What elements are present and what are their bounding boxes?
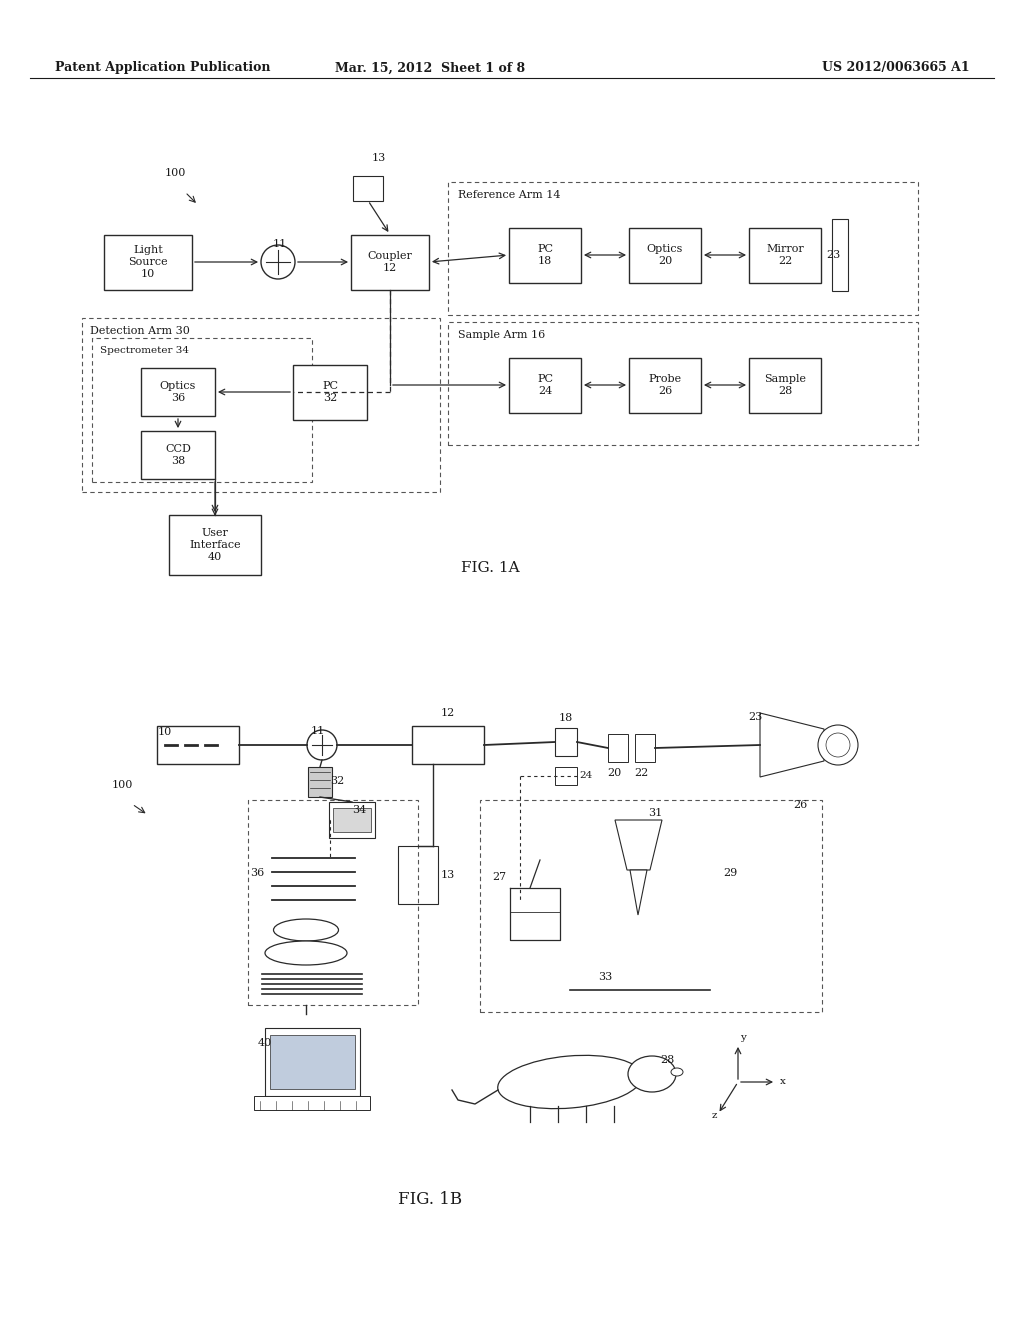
FancyBboxPatch shape (169, 515, 261, 576)
Text: 31: 31 (648, 808, 663, 818)
Text: 32: 32 (330, 776, 344, 785)
FancyBboxPatch shape (141, 368, 215, 416)
Text: 20: 20 (607, 768, 622, 777)
Bar (333, 808, 371, 832)
FancyBboxPatch shape (412, 726, 484, 764)
Text: PC
24: PC 24 (537, 374, 553, 396)
Bar (555, 767, 577, 785)
Bar (635, 734, 655, 762)
Circle shape (818, 725, 858, 766)
FancyBboxPatch shape (157, 726, 239, 764)
Text: 18: 18 (559, 713, 573, 723)
Text: Probe
26: Probe 26 (648, 374, 682, 396)
Polygon shape (760, 713, 824, 777)
Text: US 2012/0063665 A1: US 2012/0063665 A1 (822, 62, 970, 74)
Bar (92, 338, 312, 482)
Circle shape (826, 733, 850, 756)
Polygon shape (615, 820, 662, 870)
Bar (264, 1028, 359, 1096)
Text: Sample
28: Sample 28 (764, 374, 806, 396)
Text: 36: 36 (250, 869, 264, 878)
Bar (555, 729, 577, 756)
Text: x: x (780, 1077, 785, 1086)
Text: Mirror
22: Mirror 22 (766, 244, 804, 267)
Text: FIG. 1A: FIG. 1A (461, 561, 519, 576)
FancyBboxPatch shape (509, 227, 581, 282)
Bar (269, 1035, 354, 1089)
Text: Mar. 15, 2012  Sheet 1 of 8: Mar. 15, 2012 Sheet 1 of 8 (335, 62, 525, 74)
FancyBboxPatch shape (351, 235, 429, 289)
Text: User
Interface
40: User Interface 40 (189, 528, 241, 562)
FancyBboxPatch shape (141, 432, 215, 479)
Bar (82, 318, 440, 492)
Text: Light
Source
10: Light Source 10 (128, 244, 168, 280)
Text: Optics
20: Optics 20 (647, 244, 683, 267)
FancyBboxPatch shape (749, 227, 821, 282)
Text: 26: 26 (793, 800, 807, 810)
Circle shape (307, 730, 337, 760)
Text: y: y (740, 1034, 745, 1041)
Bar (608, 734, 628, 762)
Bar (248, 800, 418, 1005)
Ellipse shape (265, 941, 347, 965)
FancyBboxPatch shape (509, 358, 581, 412)
Text: 33: 33 (598, 972, 612, 982)
FancyBboxPatch shape (629, 358, 701, 412)
Text: 10: 10 (158, 727, 172, 737)
Text: 13: 13 (372, 153, 386, 162)
Text: 23: 23 (748, 711, 762, 722)
Bar (449, 182, 918, 315)
Bar (480, 800, 822, 1012)
Text: 28: 28 (660, 1055, 674, 1065)
Text: CCD
38: CCD 38 (165, 444, 190, 466)
Text: 24: 24 (579, 771, 592, 780)
Bar (254, 1096, 370, 1110)
Text: PC
32: PC 32 (322, 380, 338, 403)
Text: 11: 11 (311, 726, 326, 737)
Bar (308, 767, 332, 797)
Ellipse shape (273, 919, 339, 941)
Bar (449, 322, 918, 445)
Text: 100: 100 (112, 780, 133, 789)
Text: Spectrometer 34: Spectrometer 34 (100, 346, 189, 355)
Text: 22: 22 (634, 768, 648, 777)
FancyBboxPatch shape (629, 227, 701, 282)
Bar (398, 846, 438, 904)
Circle shape (261, 246, 295, 279)
Text: 23: 23 (826, 249, 841, 260)
Text: Optics
36: Optics 36 (160, 380, 197, 403)
Bar (353, 176, 383, 201)
Ellipse shape (671, 1068, 683, 1076)
Text: 29: 29 (723, 869, 737, 878)
Text: 13: 13 (441, 870, 456, 880)
Bar (831, 219, 848, 290)
Text: 34: 34 (352, 805, 367, 814)
Polygon shape (630, 870, 647, 915)
Text: FIG. 1B: FIG. 1B (398, 1192, 462, 1209)
Text: Coupler
12: Coupler 12 (368, 251, 413, 273)
FancyBboxPatch shape (104, 235, 193, 289)
Text: 11: 11 (272, 239, 287, 249)
Bar (329, 803, 375, 838)
FancyBboxPatch shape (293, 364, 367, 420)
Text: 12: 12 (441, 708, 455, 718)
Text: Reference Arm 14: Reference Arm 14 (458, 190, 560, 201)
FancyBboxPatch shape (749, 358, 821, 412)
Text: 100: 100 (165, 168, 186, 178)
Text: Patent Application Publication: Patent Application Publication (55, 62, 270, 74)
Text: Sample Arm 16: Sample Arm 16 (458, 330, 545, 341)
Text: z: z (712, 1111, 717, 1119)
Text: 27: 27 (492, 873, 506, 882)
Text: 40: 40 (258, 1038, 272, 1048)
Ellipse shape (628, 1056, 676, 1092)
Text: PC
18: PC 18 (537, 244, 553, 267)
Text: Detection Arm 30: Detection Arm 30 (90, 326, 189, 337)
Ellipse shape (498, 1055, 642, 1109)
